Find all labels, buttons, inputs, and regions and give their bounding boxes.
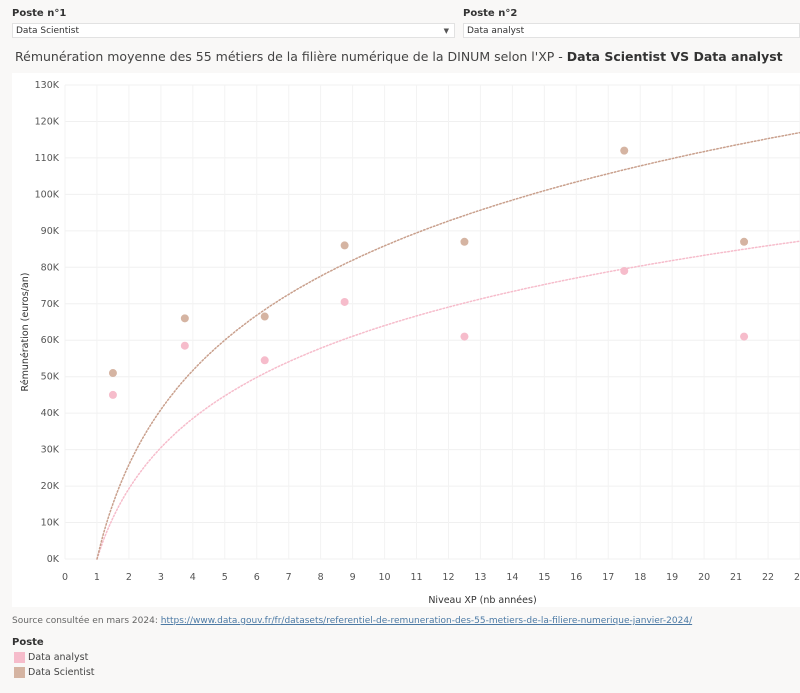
- y-tick-label: 40K: [41, 408, 60, 419]
- source-link[interactable]: https://www.data.gouv.fr/fr/datasets/ref…: [160, 616, 693, 626]
- y-tick-label: 90K: [41, 226, 60, 237]
- chart-title-bold: Data Scientist VS Data analyst: [566, 49, 783, 64]
- y-tick-label: 100K: [35, 189, 60, 200]
- y-tick-label: 130K: [35, 80, 60, 91]
- x-tick-label: 11: [410, 572, 422, 583]
- chart-panel: 0K 10K 20K 30K 40K 50K 60K 70K 80K 90K 100K 110K 120…: [12, 73, 800, 607]
- filter-poste-2: Poste n°2 Data analyst: [463, 8, 800, 38]
- x-tick-label: 0: [62, 572, 68, 583]
- x-tick-label: 1: [94, 572, 100, 583]
- data-point: [260, 356, 269, 365]
- y-tick-label: 70K: [41, 299, 60, 310]
- x-tick-label: 22: [762, 572, 774, 583]
- x-tick-label: 14: [506, 572, 518, 583]
- data-point: [460, 332, 469, 341]
- x-tick-label: 7: [286, 572, 292, 583]
- poste-1-value: Data Scientist: [16, 26, 79, 36]
- x-tick-label: 6: [254, 572, 260, 583]
- x-tick-label: 17: [602, 572, 614, 583]
- y-tick-label: 50K: [41, 372, 60, 383]
- filter-poste-1: Poste n°1 Data Scientist ▼: [12, 8, 455, 38]
- legend-item-data-scientist[interactable]: Data Scientist: [14, 667, 95, 679]
- y-tick-label: 10K: [41, 518, 60, 529]
- data-point: [340, 297, 349, 306]
- filter-poste-2-label: Poste n°2: [463, 8, 518, 19]
- scatter-chart: 0K10K20K30K40K50K60K70K80K90K100K110K120…: [20, 80, 800, 606]
- data-point: [740, 237, 749, 246]
- y-tick-label: 30K: [41, 445, 60, 456]
- y-tick-label: 110K: [35, 153, 60, 164]
- data-point: [340, 241, 349, 250]
- x-tick-label: 5: [222, 572, 228, 583]
- x-tick-label: 12: [442, 572, 454, 583]
- x-tick-label: 18: [634, 572, 646, 583]
- legend-label: Data analyst: [28, 652, 89, 663]
- data-point: [108, 390, 117, 399]
- trend-line: [96, 131, 800, 560]
- x-tick-label: 20: [698, 572, 710, 583]
- poste-2-value: Data analyst: [467, 26, 525, 36]
- data-point: [180, 341, 189, 350]
- x-tick-label: 13: [474, 572, 486, 583]
- x-tick-label: 21: [730, 572, 742, 583]
- x-tick-label: 9: [350, 572, 356, 583]
- x-tick-label: 10: [379, 572, 391, 583]
- x-tick-label: 2: [126, 572, 132, 583]
- legend-label: Data Scientist: [28, 667, 95, 678]
- data-point: [740, 332, 749, 341]
- y-tick-label: 60K: [41, 335, 60, 346]
- y-axis-label: Rémunération (euros/an): [20, 273, 31, 392]
- x-tick-label: 4: [190, 572, 196, 583]
- y-tick-label: 80K: [41, 262, 60, 273]
- source-note: Source consultée en mars 2024: https://w…: [12, 616, 692, 626]
- data-point: [620, 146, 629, 155]
- data-point: [260, 312, 269, 321]
- legend-swatch: [14, 652, 25, 663]
- legend-title: Poste: [12, 637, 44, 648]
- x-tick-label: 15: [538, 572, 550, 583]
- legend-item-data-analyst[interactable]: Data analyst: [14, 652, 88, 664]
- poste-1-dropdown[interactable]: Data Scientist ▼: [12, 23, 455, 38]
- trend-line: [96, 240, 800, 560]
- source-prefix: Source consultée en mars 2024:: [12, 616, 161, 626]
- y-tick-label: 120K: [35, 116, 60, 127]
- poste-2-dropdown[interactable]: Data analyst: [463, 23, 800, 38]
- legend-swatch: [14, 667, 25, 678]
- x-tick-label: 8: [318, 572, 324, 583]
- chart-title-main: Rémunération moyenne des 55 métiers de l…: [15, 49, 567, 64]
- y-tick-label: 0K: [47, 554, 60, 565]
- chevron-down-icon: ▼: [443, 27, 449, 35]
- filter-poste-1-label: Poste n°1: [12, 8, 67, 19]
- chart-title: Rémunération moyenne des 55 métiers de l…: [15, 49, 783, 64]
- x-tick-label: 19: [666, 572, 678, 583]
- x-tick-label: 16: [570, 572, 582, 583]
- data-point: [108, 369, 117, 378]
- x-axis-label: Niveau XP (nb années): [428, 595, 536, 606]
- y-tick-label: 20K: [41, 481, 60, 492]
- data-point: [460, 237, 469, 246]
- x-tick-label: 3: [158, 572, 164, 583]
- x-tick-label: 23: [794, 572, 800, 583]
- data-point: [180, 314, 189, 323]
- data-point: [620, 266, 629, 275]
